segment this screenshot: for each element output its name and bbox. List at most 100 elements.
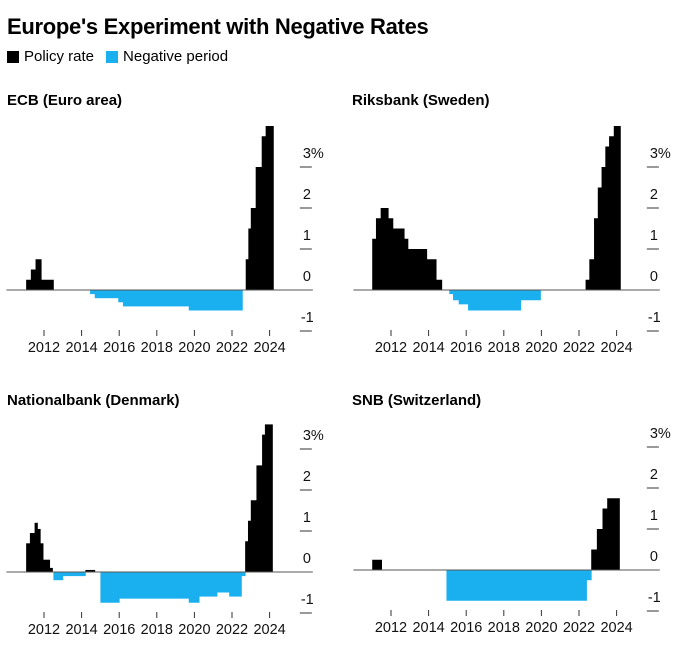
negative-period-area [241, 572, 246, 577]
policy-rate-area [245, 259, 249, 290]
y-tick-label: 3% [650, 146, 671, 162]
x-tick-label: 2016 [450, 620, 482, 636]
policy-rate-area [43, 559, 51, 572]
policy-rate-area [35, 259, 42, 290]
policy-rate-area [26, 279, 32, 290]
x-tick-label: 2022 [563, 340, 595, 356]
policy-rate-area [248, 228, 252, 290]
x-tick-label: 2018 [488, 620, 520, 636]
x-tick-label: 2014 [65, 340, 97, 356]
x-tick-label: 2018 [488, 340, 520, 356]
policy-rate-area [613, 126, 621, 290]
y-tick-label: 1 [303, 510, 311, 526]
policy-rate-area [372, 238, 377, 290]
policy-rate-area [602, 508, 608, 570]
x-tick-label: 2020 [525, 620, 557, 636]
negative-period-area [468, 290, 522, 311]
y-tick-label: 3% [303, 428, 324, 444]
panel-riksbank: 3% 2 1 0 -1 2012 2014 2016 2018 2020 2022 2024 Riks… [345, 90, 690, 360]
panel-nationalbank: 3% 2 1 0 -1 2012 2014 2016 2018 2020 2022 2024 Nati… [0, 390, 345, 654]
policy-rate-area [392, 228, 405, 290]
y-tick-label: -1 [648, 590, 661, 606]
policy-rate-area [597, 187, 602, 290]
x-tick-label: 2020 [178, 340, 210, 356]
panel-title: Nationalbank (Denmark) [7, 392, 180, 409]
panel-title: SNB (Switzerland) [352, 392, 482, 409]
panel-chart: 3% 2 1 0 -1 2012 2014 2016 2018 2020 2022 2024 [353, 426, 671, 636]
policy-rate-area [40, 543, 44, 572]
policy-rate-area [245, 541, 249, 572]
negative-period-area [216, 572, 230, 593]
policy-rate-area [256, 465, 263, 572]
x-tick-label: 2016 [103, 622, 135, 638]
y-tick-label: -1 [648, 310, 661, 326]
policy-rate-area [85, 569, 96, 572]
negative-period-area [94, 290, 119, 299]
x-tick-label: 2018 [141, 622, 173, 638]
policy-rate-area [388, 218, 394, 290]
panel-chart: 3% 2 1 0 -1 2012 2014 2016 2018 2020 2022 2024 [353, 126, 671, 356]
policy-rate-area [26, 543, 31, 572]
x-tick-label: 2022 [563, 620, 595, 636]
policy-rate-area [250, 500, 257, 572]
panel-snb: 3% 2 1 0 -1 2012 2014 2016 2018 2020 2022 2024 SNB … [345, 390, 690, 654]
negative-period-area [188, 572, 200, 603]
x-tick-label: 2024 [253, 622, 285, 638]
negative-period-area [449, 290, 454, 295]
x-tick-label: 2024 [253, 340, 285, 356]
panel-ecb: 3% 2 1 0 -1 2012 2014 2016 2018 2020 2022 2024 ECB … [0, 90, 345, 360]
policy-rate-area [375, 218, 382, 290]
x-tick-label: 2024 [600, 620, 632, 636]
x-tick-label: 2014 [65, 622, 97, 638]
y-tick-label: 2 [650, 467, 658, 483]
negative-period-area [458, 290, 469, 305]
negative-period-area [586, 570, 592, 581]
negative-period-area [199, 572, 218, 597]
policy-rate-area [380, 208, 389, 290]
x-tick-label: 2020 [525, 340, 557, 356]
policy-rate-area [264, 424, 273, 572]
x-tick-label: 2012 [375, 340, 407, 356]
negative-period-area [62, 572, 86, 577]
panel-title: ECB (Euro area) [7, 92, 123, 109]
x-tick-label: 2020 [178, 622, 210, 638]
negative-period-area [53, 572, 64, 581]
policy-rate-area [594, 218, 599, 290]
legend: Policy rate Negative period [7, 48, 240, 65]
y-tick-label: -1 [301, 592, 314, 608]
legend-label: Policy rate [24, 48, 95, 65]
x-tick-label: 2016 [103, 340, 135, 356]
x-tick-label: 2012 [28, 340, 60, 356]
panel-title: Riksbank (Sweden) [352, 92, 490, 109]
policy-rate-area [585, 279, 590, 290]
policy-rate-area [609, 136, 615, 290]
policy-rate-area [596, 529, 603, 570]
policy-rate-area [29, 533, 35, 572]
x-tick-label: 2018 [141, 340, 173, 356]
policy-rate-area [601, 167, 606, 290]
negative-period-area [90, 290, 96, 295]
x-tick-label: 2022 [216, 622, 248, 638]
y-tick-label: 0 [650, 549, 658, 565]
policy-rate-area [407, 249, 428, 290]
negative-period-area [122, 290, 190, 307]
policy-rate-area [436, 279, 443, 290]
policy-rate-area [605, 146, 610, 290]
negative-period-area [229, 572, 242, 597]
y-tick-label: 2 [650, 187, 658, 203]
legend-swatch-policy-rate [7, 50, 19, 63]
legend-item-policy-rate: Policy rate [7, 48, 94, 65]
panel-chart: 3% 2 1 0 -1 2012 2014 2016 2018 2020 2022 2024 [6, 126, 324, 356]
policy-rate-area [591, 549, 598, 570]
negative-period-area [453, 290, 460, 301]
x-tick-label: 2012 [28, 622, 60, 638]
x-tick-label: 2014 [412, 620, 444, 636]
y-tick-label: 2 [303, 469, 311, 485]
policy-rate-area [404, 238, 409, 290]
x-tick-label: 2016 [450, 340, 482, 356]
policy-rate-area [30, 269, 36, 290]
policy-rate-area [607, 498, 620, 570]
y-tick-label: 1 [650, 508, 658, 524]
y-tick-label: -1 [301, 310, 314, 326]
x-tick-label: 2014 [412, 340, 444, 356]
